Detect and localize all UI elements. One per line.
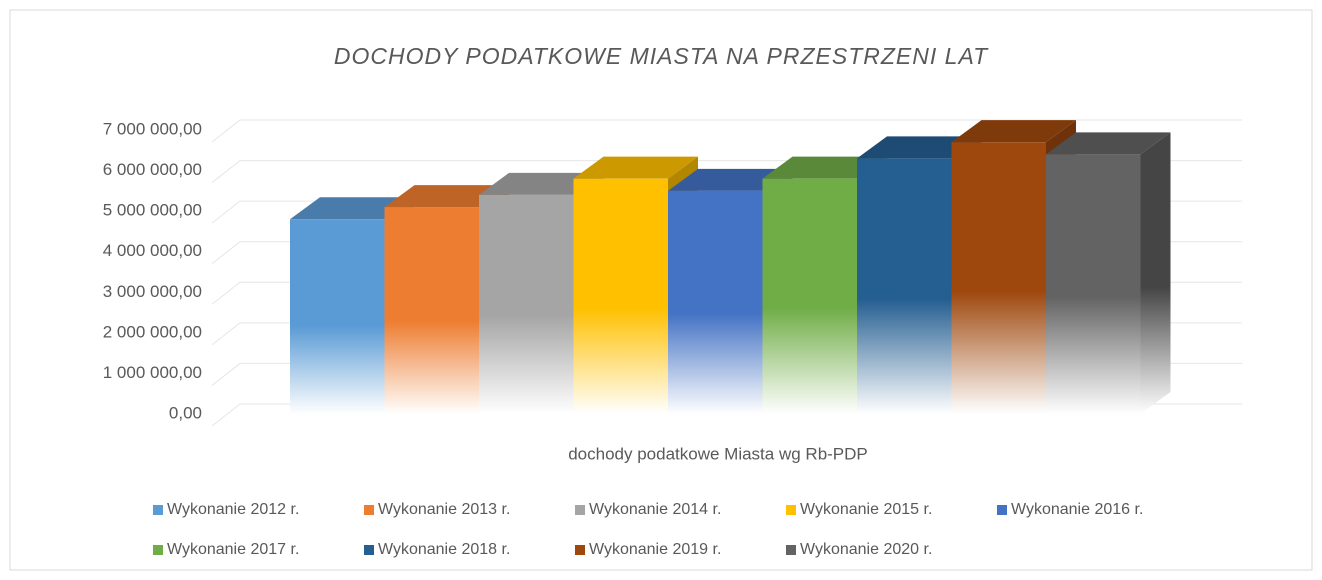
bar-top xyxy=(857,136,982,159)
bar xyxy=(479,194,574,414)
bar-top xyxy=(384,185,509,208)
legend-swatch xyxy=(364,545,374,555)
bar-top xyxy=(479,172,604,195)
bar xyxy=(1046,154,1141,415)
y-tick-label: 0,00 xyxy=(169,403,202,422)
bar xyxy=(762,178,857,414)
legend-swatch xyxy=(153,545,163,555)
legend-swatch xyxy=(786,545,796,555)
chart-title: DOCHODY PODATKOWE MIASTA NA PRZESTRZENI … xyxy=(334,43,989,69)
bar-top xyxy=(762,156,887,179)
y-tick-label: 1 000 000,00 xyxy=(103,363,202,382)
legend-label: Wykonanie 2013 r. xyxy=(378,501,510,518)
y-tick-label: 4 000 000,00 xyxy=(103,241,202,260)
legend-swatch xyxy=(153,505,163,515)
bar xyxy=(668,190,763,414)
bar xyxy=(857,158,952,414)
bar-top xyxy=(1046,132,1171,155)
bar xyxy=(290,219,385,414)
bar-top xyxy=(668,168,793,191)
legend-swatch xyxy=(364,505,374,515)
y-tick-label: 5 000 000,00 xyxy=(103,201,202,220)
legend-label: Wykonanie 2016 r. xyxy=(1011,501,1143,518)
y-tick-label: 6 000 000,00 xyxy=(103,160,202,179)
bar xyxy=(384,207,479,414)
legend-label: Wykonanie 2018 r. xyxy=(378,541,510,558)
legend-label: Wykonanie 2012 r. xyxy=(167,501,299,518)
y-tick-label: 7 000 000,00 xyxy=(103,119,202,138)
bar xyxy=(951,142,1046,414)
legend-swatch xyxy=(786,505,796,515)
bar-top xyxy=(573,156,698,179)
y-tick-label: 2 000 000,00 xyxy=(103,322,202,341)
bar-top xyxy=(290,197,415,220)
legend-label: Wykonanie 2014 r. xyxy=(589,501,721,518)
legend-swatch xyxy=(575,505,585,515)
bar-top xyxy=(951,120,1076,143)
legend-swatch xyxy=(997,505,1007,515)
bar-side xyxy=(1140,132,1171,415)
legend-label: Wykonanie 2017 r. xyxy=(167,541,299,558)
x-axis-category: dochody podatkowe Miasta wg Rb-PDP xyxy=(568,444,868,463)
legend-swatch xyxy=(575,545,585,555)
legend-label: Wykonanie 2015 r. xyxy=(800,501,932,518)
y-tick-label: 3 000 000,00 xyxy=(103,282,202,301)
legend-label: Wykonanie 2020 r. xyxy=(800,541,932,558)
bar xyxy=(573,178,668,414)
grid-line xyxy=(211,119,1242,143)
legend-label: Wykonanie 2019 r. xyxy=(589,541,721,558)
